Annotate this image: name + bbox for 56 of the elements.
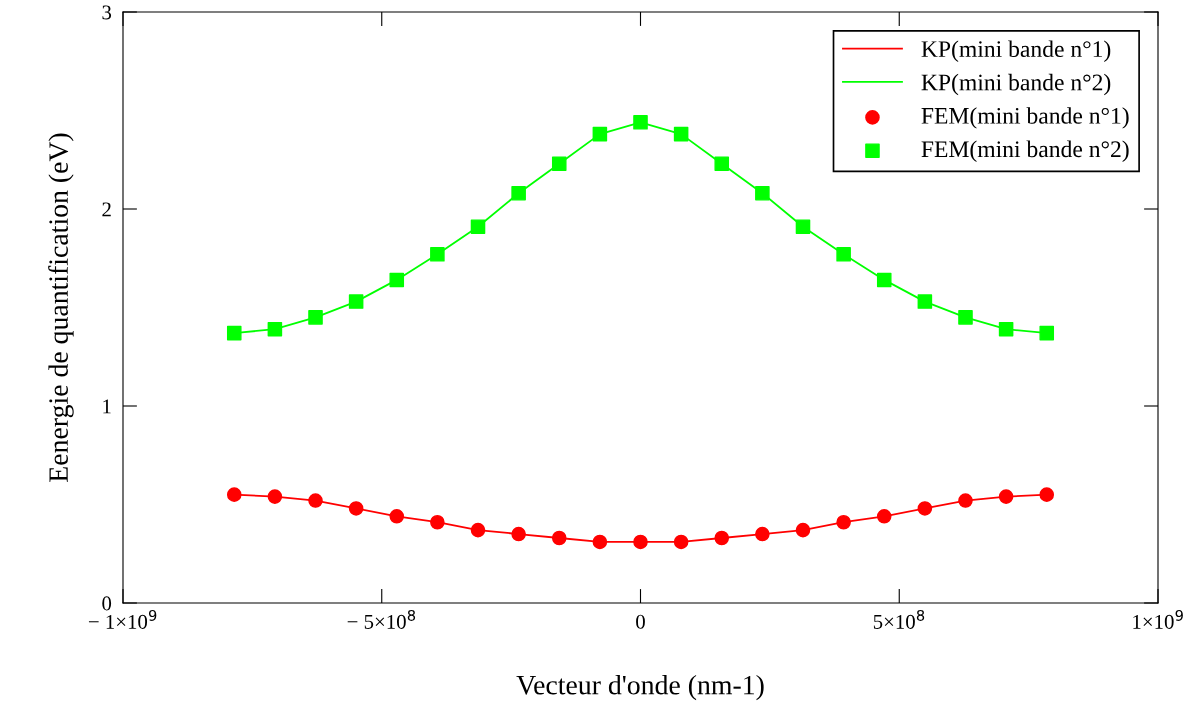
point	[1039, 487, 1055, 502]
point	[795, 219, 811, 235]
point	[673, 126, 689, 142]
x-tick-label: 5×10$^{8}$	[873, 609, 925, 629]
point	[917, 501, 933, 516]
point	[795, 522, 811, 538]
point	[958, 493, 973, 508]
y-tick-label: 3	[102, 5, 112, 20]
point	[673, 534, 689, 550]
point	[633, 534, 648, 550]
point	[226, 487, 242, 502]
point	[592, 534, 608, 550]
y-tick-label: 1	[103, 399, 111, 414]
point	[633, 115, 648, 130]
x-axis-title: Vecteur d'onde (nm-1)	[516, 674, 764, 701]
point	[511, 526, 526, 542]
x-tick-label: 1×10$^{9}$	[1133, 609, 1183, 629]
legend-label: FEM(mini bande n°1)	[921, 107, 1129, 129]
point	[592, 126, 608, 142]
point	[755, 526, 770, 542]
x-tick-label: 0	[636, 614, 645, 629]
y-tick-label: 0	[102, 596, 112, 611]
point	[714, 530, 730, 546]
point	[511, 185, 526, 201]
point	[876, 509, 892, 524]
point	[470, 522, 486, 538]
point	[348, 501, 364, 516]
point	[876, 272, 892, 288]
x-tick-label: − 5×10$^{8}$	[347, 609, 416, 629]
point	[998, 321, 1014, 337]
point	[551, 156, 567, 171]
point	[551, 530, 567, 546]
point	[308, 493, 323, 508]
point	[755, 185, 770, 201]
point	[1039, 325, 1055, 341]
point	[917, 294, 933, 309]
point	[958, 310, 973, 325]
point	[998, 489, 1014, 504]
legend-label: KP(mini bande n°1)	[921, 40, 1111, 62]
legend-label: FEM(mini bande n°2)	[921, 140, 1129, 162]
point	[470, 219, 486, 235]
point	[836, 247, 851, 262]
point	[267, 489, 283, 504]
point	[430, 247, 445, 262]
point	[389, 272, 405, 288]
legend-label: KP(mini bande n°2)	[921, 73, 1111, 96]
point	[267, 321, 283, 337]
point	[389, 509, 405, 524]
y-axis-title: Eenergie de quantification (eV)	[48, 133, 74, 482]
point	[836, 514, 851, 530]
point	[430, 514, 445, 530]
y-tick-label: 2	[102, 202, 111, 217]
point	[226, 325, 242, 341]
point	[308, 310, 323, 325]
point	[714, 156, 730, 171]
point	[348, 294, 364, 309]
